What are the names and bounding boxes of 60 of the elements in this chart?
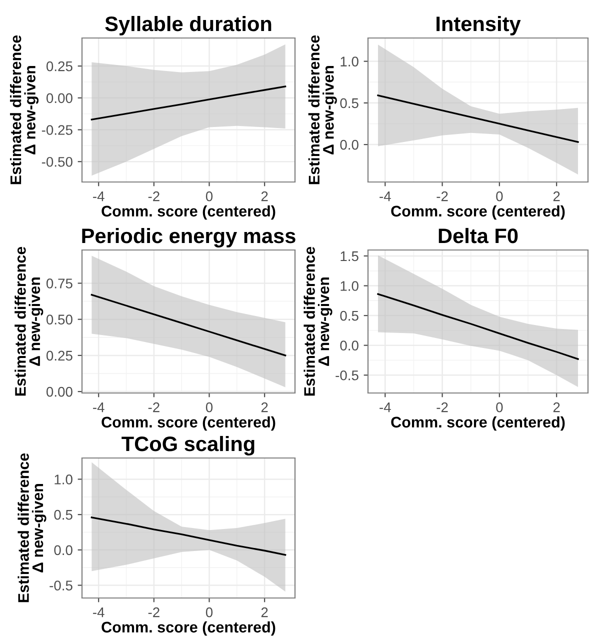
y-tick-label: 0.0 [54, 545, 72, 556]
y-tick-label: -0.25 [42, 125, 72, 135]
line-series [377, 94, 579, 143]
x-tick-label: -4 [93, 192, 104, 202]
x-tick-label: 2 [261, 607, 268, 618]
x-tick-label: -4 [93, 608, 104, 618]
chart-title: TCoG scaling [122, 436, 254, 456]
y-tick-label: 0.5 [340, 310, 358, 321]
line-series [90, 86, 286, 120]
y-tick-label: 0.25 [46, 61, 72, 72]
x-tick-label: -4 [380, 192, 391, 202]
x-tick-label: -2 [436, 191, 448, 202]
y-tick-label: 1.5 [340, 251, 358, 262]
line-series [90, 294, 286, 356]
chart-title: Periodic energy mass [82, 228, 296, 248]
x-tick-label: -4 [380, 402, 391, 412]
line-series [377, 293, 579, 360]
y-tick-label: 1.0 [340, 56, 358, 66]
x-tick-label: 2 [261, 402, 268, 412]
x-tick-label: -2 [148, 607, 160, 618]
chart-title: Delta F0 [438, 228, 518, 244]
x-tick-label: 0 [206, 607, 213, 618]
x-axis-title: Comm. score (centered) [391, 205, 565, 220]
y-tick-label: 0.5 [54, 510, 72, 520]
y-tick-label: 1.0 [340, 281, 358, 291]
x-tick-label: 2 [553, 191, 560, 202]
x-tick-label: 0 [206, 402, 213, 412]
y-axis-title: Estimated difference Δ new-given [18, 453, 46, 602]
x-axis-title: Comm. score (centered) [391, 416, 565, 431]
y-tick-label: 0.25 [46, 350, 72, 361]
y-tick-label: 0.5 [340, 98, 358, 108]
x-tick-label: -2 [436, 402, 448, 412]
y-tick-label: 0.00 [46, 386, 72, 397]
x-axis-title: Comm. score (centered) [102, 205, 276, 220]
x-axis-title: Comm. score (centered) [102, 416, 276, 431]
y-axis-title: Estimated difference Δ new-given [10, 35, 39, 184]
x-tick-label: 0 [496, 191, 503, 202]
x-axis-title: Comm. score (centered) [102, 621, 276, 636]
y-tick-label: 0.50 [46, 314, 72, 325]
y-tick-label: 0.00 [46, 93, 72, 104]
y-axis-title: Estimated difference Δ new-given [308, 35, 337, 184]
y-tick-label: 1.0 [54, 474, 72, 484]
chart-title: Syllable duration [105, 16, 272, 36]
x-tick-label: 2 [261, 191, 268, 202]
x-tick-label: -2 [148, 402, 160, 412]
y-axis-title: Estimated difference Δ new-given [14, 246, 44, 396]
y-tick-label: 0.0 [340, 340, 358, 351]
y-tick-label: -0.50 [42, 156, 72, 167]
y-tick-label: -0.5 [336, 370, 358, 380]
y-tick-label: -0.5 [50, 580, 72, 590]
y-tick-label: 0.0 [340, 140, 358, 150]
x-tick-label: -4 [93, 402, 104, 412]
x-tick-label: 0 [496, 402, 503, 412]
x-tick-label: 0 [206, 191, 213, 202]
y-axis-title: Estimated difference Δ new-given [304, 246, 332, 396]
line-series [90, 516, 286, 556]
y-tick-label: 0.75 [46, 278, 72, 288]
x-tick-label: -2 [148, 191, 160, 202]
x-tick-label: 2 [553, 402, 560, 412]
chart-title: Intensity [436, 16, 521, 36]
